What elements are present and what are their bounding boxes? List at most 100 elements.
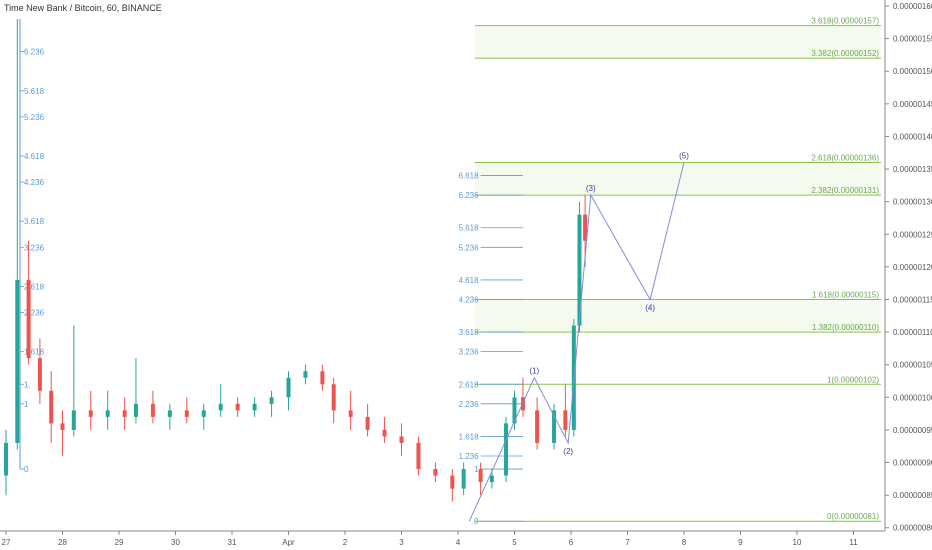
candle-body (133, 403, 138, 417)
candle-body (552, 410, 557, 443)
fib-left-label: 2.618 (24, 282, 45, 291)
y-tick-label: 0.00000140 (893, 132, 932, 141)
fib-left-label: 3.236 (24, 243, 45, 252)
candle-body (60, 423, 65, 430)
candle-body (235, 403, 240, 411)
x-tick-label: 10 (793, 538, 802, 547)
fib-left-label: 2.236 (24, 309, 45, 318)
candle-body (478, 469, 483, 483)
x-tick-label: 29 (115, 538, 124, 547)
candle-body (512, 397, 517, 424)
y-tick-label: 0.00000100 (893, 393, 932, 402)
candle-body (252, 403, 257, 411)
candle-body (416, 442, 421, 470)
candle-body (433, 469, 438, 476)
candle-body (49, 390, 54, 424)
candle-body (461, 469, 466, 489)
candle-body (15, 279, 20, 443)
wave-label: (4) (645, 303, 655, 312)
x-tick-label: 11 (849, 538, 858, 547)
y-tick-label: 0.00000090 (893, 459, 932, 468)
x-tick-label: 28 (58, 538, 67, 547)
fib-mid-label: 2.618 (459, 380, 480, 389)
fib-mid-label: 5.236 (459, 243, 480, 252)
wave-label: (5) (679, 152, 689, 161)
candle-body (504, 423, 509, 476)
fib-left-label: 1 (24, 400, 29, 409)
fib-level-label: 2.618(0.00000136) (811, 154, 879, 163)
candle-body (450, 475, 455, 489)
candle-body (365, 416, 370, 430)
fib-zone (474, 25, 881, 59)
fib-mid-label: 3.618 (459, 328, 480, 337)
candle-body (4, 442, 8, 476)
x-tick-label: 27 (2, 538, 11, 547)
fib-mid-label: 2.236 (459, 400, 480, 409)
x-tick-label: 7 (625, 538, 630, 547)
fib-mid-label: 4.618 (459, 276, 480, 285)
x-tick-label: 31 (228, 538, 237, 547)
candle-body (303, 371, 308, 378)
candle-body (150, 403, 155, 417)
fib-mid-label: 1 (474, 465, 479, 474)
fib-level-label: 3.382(0.00000152) (811, 49, 879, 58)
fib-mid-label: 1.236 (459, 452, 480, 461)
y-tick-label: 0.00000160 (893, 2, 932, 11)
candle-body (320, 371, 325, 385)
candle-body (577, 214, 582, 326)
candle-body (399, 436, 404, 443)
fib-zone (474, 299, 881, 333)
candle-body (382, 429, 387, 437)
x-tick-label: Apr (282, 538, 295, 547)
candle-body (105, 410, 110, 417)
fib-left-label: 4.618 (24, 152, 45, 161)
candle-body (583, 214, 588, 241)
candle-body (489, 475, 494, 483)
fib-zone (474, 162, 881, 196)
candle-body (122, 410, 127, 417)
y-tick-label: 0.00000115 (893, 295, 932, 304)
x-tick-label: 8 (682, 538, 687, 547)
candle-body (563, 410, 568, 430)
fib-level-label: 1.618(0.00000115) (812, 290, 879, 299)
y-tick-label: 0.00000085 (893, 491, 932, 500)
wave-label: (3) (586, 184, 596, 193)
fib-left-label: 5.618 (24, 87, 45, 96)
y-tick-label: 0.00000095 (893, 426, 932, 435)
y-tick-label: 0.00000130 (893, 198, 932, 207)
candle-body (26, 279, 31, 359)
x-tick-label: 2 (343, 538, 348, 547)
y-tick-label: 0.00000080 (893, 524, 932, 533)
y-tick-label: 0.00000125 (893, 230, 932, 239)
fib-mid-label: 6.236 (459, 191, 480, 200)
candle-body (331, 384, 336, 411)
fib-level-label: 1.382(0.00000110) (812, 323, 879, 332)
fib-left-label: 5.236 (24, 113, 45, 122)
x-tick-label: 5 (512, 538, 517, 547)
fib-left-label: 0 (24, 465, 29, 474)
fib-mid-label: 0 (474, 517, 479, 526)
fib-mid-label: 1.618 (459, 432, 480, 441)
fib-left-label: 4.236 (24, 178, 45, 187)
candle-body (218, 403, 223, 411)
y-tick-label: 0.00000110 (893, 328, 932, 337)
candle-body (201, 410, 206, 417)
wave-path (468, 162, 685, 522)
chart-title: Time New Bank / Bitcoin, 60, BINANCE (4, 3, 162, 13)
candle-body (167, 410, 172, 417)
x-tick-label: 6 (569, 538, 574, 547)
y-tick-label: 0.00000155 (893, 35, 932, 44)
y-tick-label: 0.00000105 (893, 361, 932, 370)
fib-left-label: 3.618 (24, 217, 45, 226)
fib-mid-label: 5.618 (459, 224, 480, 233)
fib-mid-label: 4.236 (459, 295, 480, 304)
candle-body (71, 410, 76, 430)
x-tick-label: 4 (456, 538, 461, 547)
fib-level-label: 1(0.00000102) (827, 375, 879, 384)
candle-body (535, 410, 540, 443)
wave-label: (2) (563, 447, 573, 456)
fib-level-label: 3.618(0.00000157) (811, 17, 879, 26)
candle-body (37, 358, 42, 391)
